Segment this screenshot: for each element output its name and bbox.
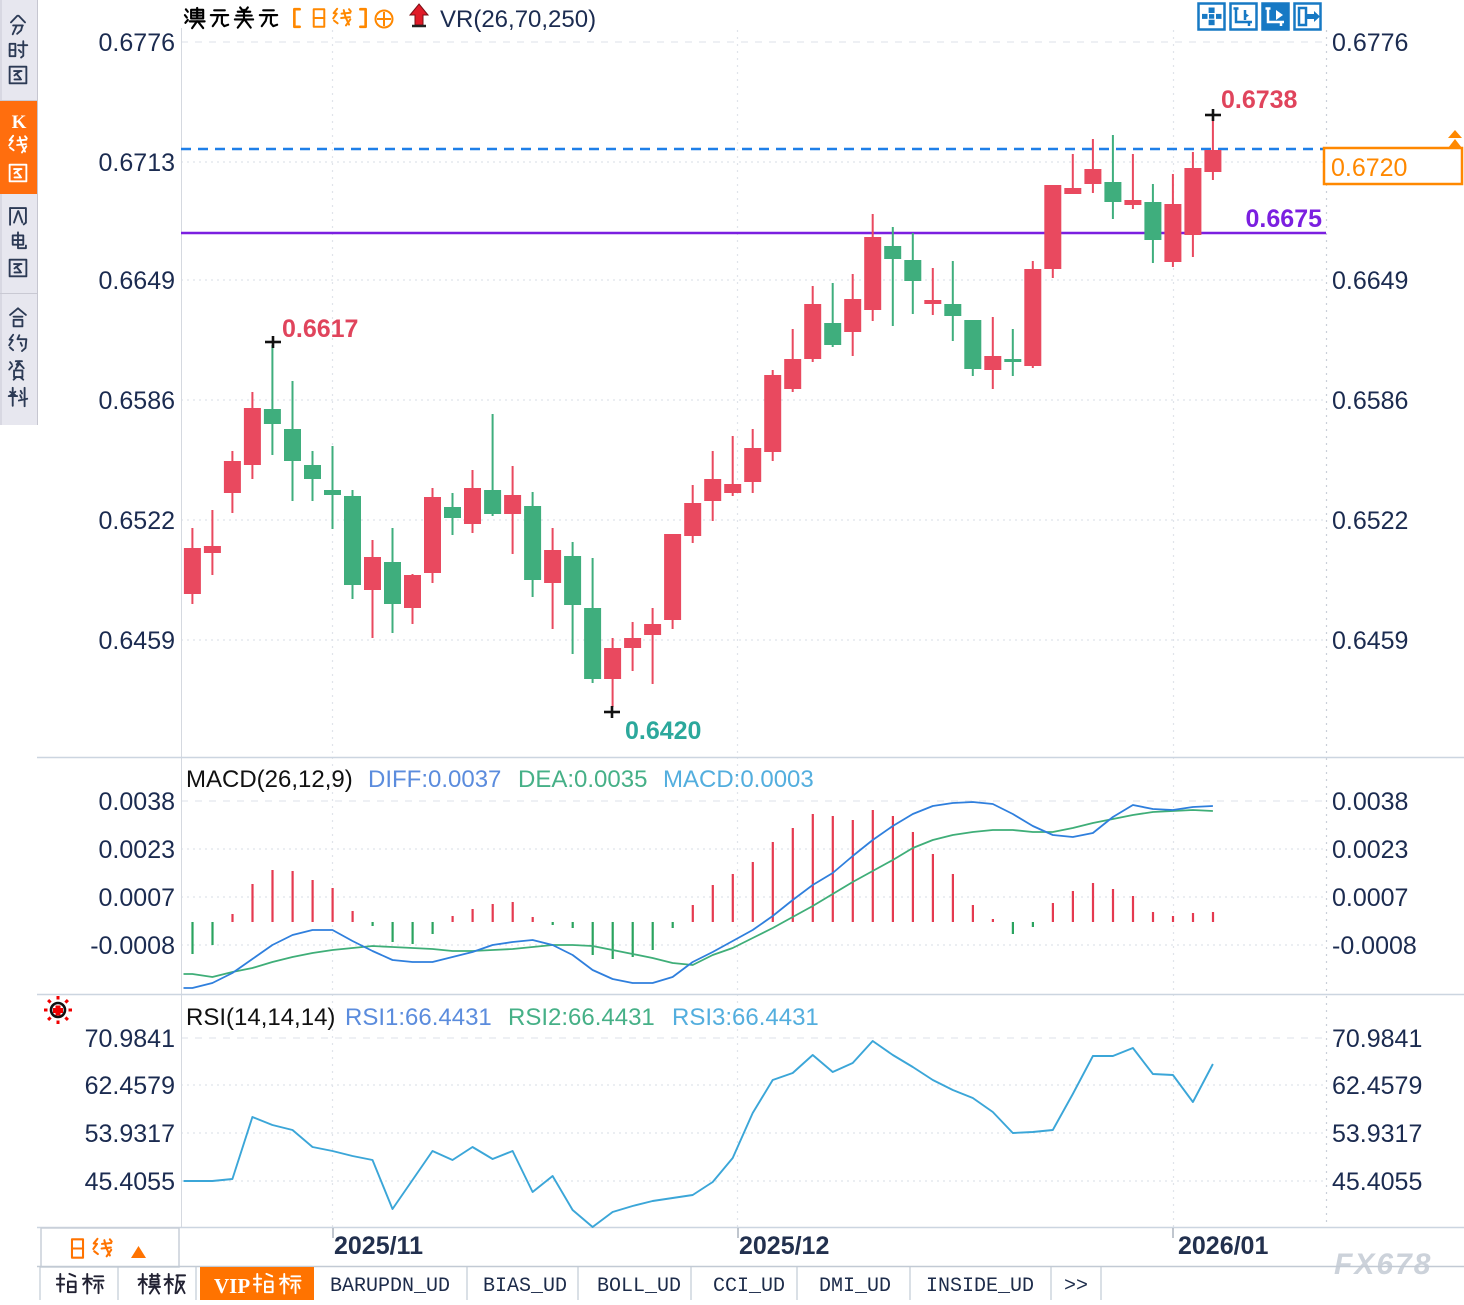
svg-text:DMI_UD: DMI_UD	[819, 1275, 891, 1298]
svg-text:0.6617: 0.6617	[282, 315, 358, 343]
svg-text:0.6522: 0.6522	[99, 507, 175, 535]
svg-text:DIFF:0.0037: DIFF:0.0037	[368, 766, 501, 793]
svg-text:RSI3:66.4431: RSI3:66.4431	[672, 1004, 819, 1031]
svg-text:0.6459: 0.6459	[99, 627, 175, 655]
svg-text:BOLL_UD: BOLL_UD	[597, 1275, 681, 1298]
svg-text:0.6776: 0.6776	[99, 29, 175, 57]
svg-text:45.4055: 45.4055	[1332, 1168, 1422, 1196]
svg-text:-0.0008: -0.0008	[90, 932, 175, 960]
svg-text:45.4055: 45.4055	[85, 1168, 175, 1196]
svg-text:K: K	[12, 112, 27, 133]
svg-text:VR(26,70,250): VR(26,70,250)	[440, 6, 596, 33]
svg-text:MACD:0.0003: MACD:0.0003	[663, 766, 814, 793]
svg-text:2026/01: 2026/01	[1178, 1232, 1268, 1260]
svg-text:0.6586: 0.6586	[1332, 387, 1408, 415]
svg-text:0.6738: 0.6738	[1221, 86, 1298, 114]
svg-text:CCI_UD: CCI_UD	[713, 1275, 785, 1298]
svg-text:0.0007: 0.0007	[1332, 884, 1408, 912]
svg-text:70.9841: 70.9841	[85, 1025, 175, 1053]
svg-text:0.0023: 0.0023	[99, 836, 175, 864]
svg-text:2025/12: 2025/12	[739, 1232, 829, 1260]
svg-text:0.0038: 0.0038	[1332, 788, 1408, 816]
svg-text:FX678: FX678	[1334, 1248, 1432, 1281]
svg-text:53.9317: 53.9317	[1332, 1120, 1422, 1148]
svg-text:0.6720: 0.6720	[1331, 154, 1407, 182]
svg-text:RSI(14,14,14): RSI(14,14,14)	[186, 1004, 335, 1031]
svg-text:0.6649: 0.6649	[99, 267, 175, 295]
svg-text:0.0007: 0.0007	[99, 884, 175, 912]
svg-text:0.6649: 0.6649	[1332, 267, 1408, 295]
svg-text:DEA:0.0035: DEA:0.0035	[518, 766, 647, 793]
svg-text:0.6586: 0.6586	[99, 387, 175, 415]
svg-text:>>: >>	[1064, 1275, 1088, 1298]
svg-text:0.6776: 0.6776	[1332, 29, 1408, 57]
svg-text:RSI2:66.4431: RSI2:66.4431	[508, 1004, 655, 1031]
svg-text:0.6459: 0.6459	[1332, 627, 1408, 655]
svg-text:INSIDE_UD: INSIDE_UD	[926, 1275, 1034, 1298]
svg-text:MACD(26,12,9): MACD(26,12,9)	[186, 766, 353, 793]
svg-text:62.4579: 62.4579	[85, 1072, 175, 1100]
svg-text:-0.0008: -0.0008	[1332, 932, 1417, 960]
svg-text:70.9841: 70.9841	[1332, 1025, 1422, 1053]
svg-text:VIP: VIP	[214, 1274, 250, 1298]
svg-text:62.4579: 62.4579	[1332, 1072, 1422, 1100]
svg-text:0.0023: 0.0023	[1332, 836, 1408, 864]
svg-text:RSI1:66.4431: RSI1:66.4431	[345, 1004, 492, 1031]
svg-text:0.6675: 0.6675	[1246, 205, 1323, 233]
svg-text:0.6420: 0.6420	[625, 717, 701, 745]
svg-text:BARUPDN_UD: BARUPDN_UD	[330, 1275, 450, 1298]
svg-text:2025/11: 2025/11	[334, 1232, 423, 1260]
svg-text:BIAS_UD: BIAS_UD	[483, 1275, 567, 1298]
svg-text:0.0038: 0.0038	[99, 788, 175, 816]
svg-text:53.9317: 53.9317	[85, 1120, 175, 1148]
svg-text:0.6713: 0.6713	[99, 149, 175, 177]
svg-text:0.6522: 0.6522	[1332, 507, 1408, 535]
